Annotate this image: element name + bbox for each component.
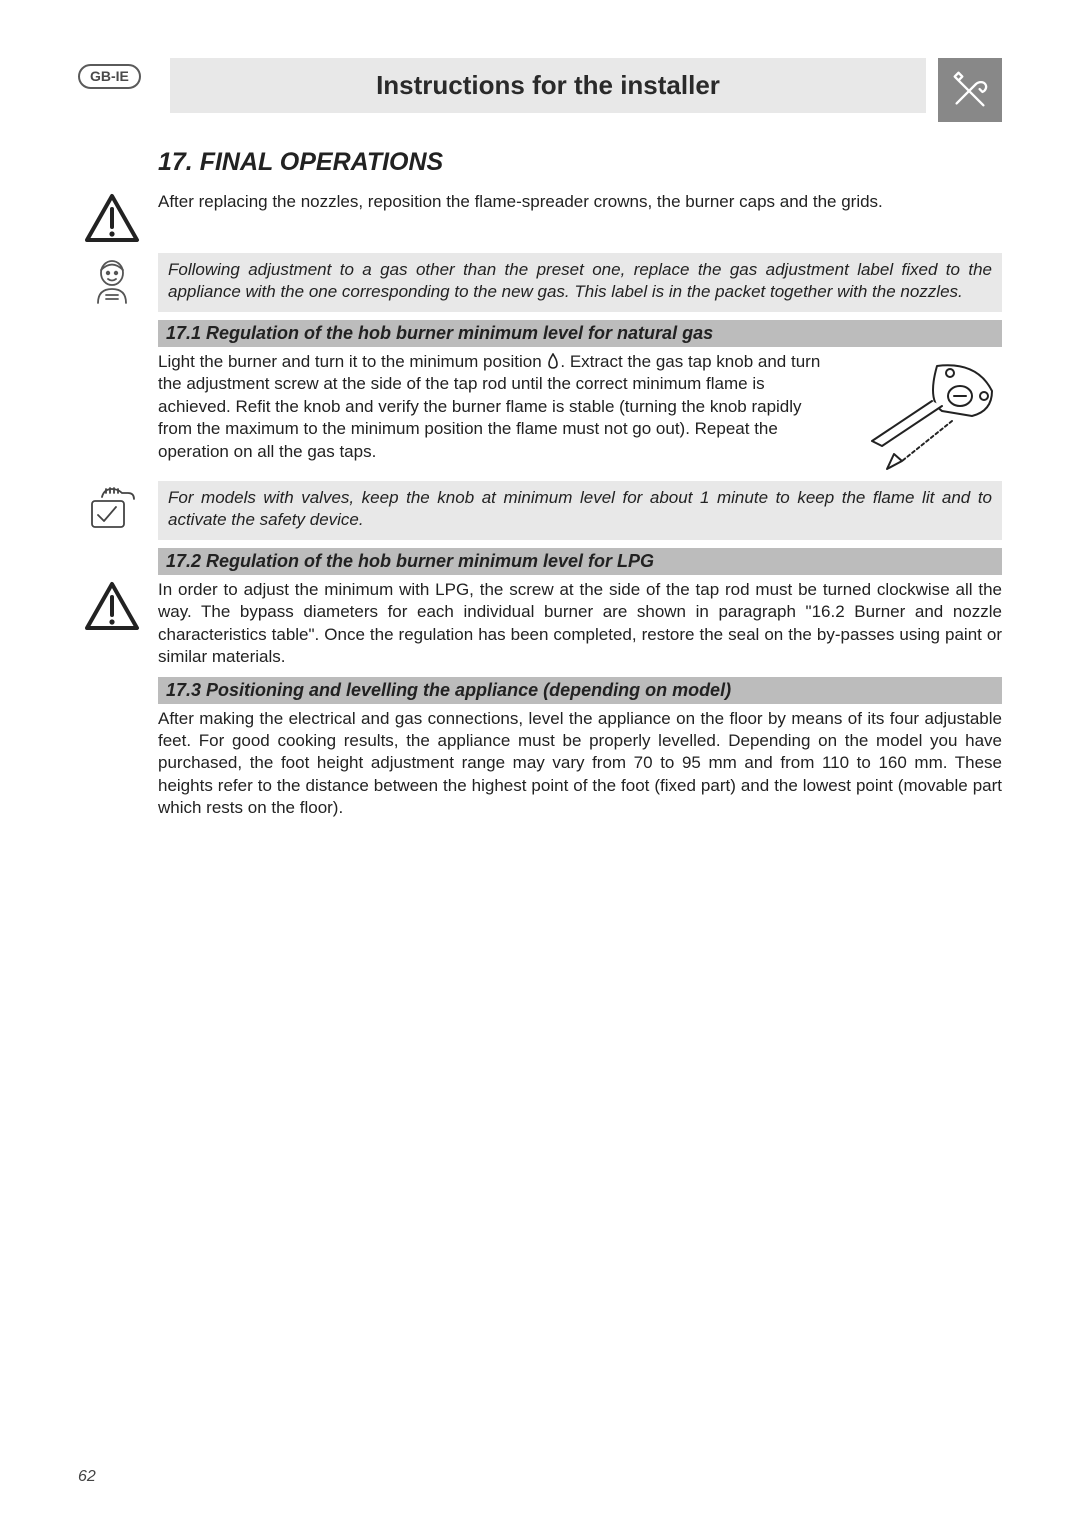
tools-icon <box>938 58 1002 122</box>
subheading-17-3: 17.3 Positioning and levelling the appli… <box>158 677 1002 704</box>
small-flame-icon <box>546 353 560 369</box>
installer-icon-col <box>78 253 146 307</box>
region-badge: GB-IE <box>78 64 141 89</box>
section-title: 17. FINAL OPERATIONS <box>158 148 1002 177</box>
checklist-hand-icon <box>84 483 140 535</box>
checklist-icon-col <box>78 481 146 535</box>
warning-row-17-2: In order to adjust the minimum with LPG,… <box>78 579 1002 669</box>
gas-label-note: Following adjustment to a gas other than… <box>158 253 1002 312</box>
installer-note-row: Following adjustment to a gas other than… <box>78 253 1002 312</box>
warning-triangle-icon <box>84 581 140 633</box>
gas-tap-diagram-icon <box>842 351 1002 471</box>
page-number: 62 <box>78 1468 96 1486</box>
para-17-2: In order to adjust the minimum with LPG,… <box>158 579 1002 669</box>
para-17-3: After making the electrical and gas conn… <box>158 708 1002 820</box>
warning-icon-col <box>78 191 146 245</box>
valves-note-row: For models with valves, keep the knob at… <box>78 481 1002 540</box>
subsection-17-1-body: Light the burner and turn it to the mini… <box>158 351 1002 471</box>
para-17-1-a: Light the burner and turn it to the mini… <box>158 352 546 371</box>
wrench-screwdriver-icon <box>947 67 993 113</box>
manual-page: GB-IE Instructions for the installer 17.… <box>0 0 1080 1528</box>
valves-note: For models with valves, keep the knob at… <box>158 481 1002 540</box>
subheading-17-1: 17.1 Regulation of the hob burner minimu… <box>158 320 1002 347</box>
para-17-1: Light the burner and turn it to the mini… <box>158 351 824 463</box>
page-header: GB-IE Instructions for the installer <box>78 58 1002 122</box>
region-badge-col: GB-IE <box>78 58 158 89</box>
nozzles-paragraph: After replacing the nozzles, reposition … <box>158 191 1002 213</box>
installer-person-icon <box>84 255 140 307</box>
warning-row-1: After replacing the nozzles, reposition … <box>78 191 1002 245</box>
warning-icon-col-2 <box>78 579 146 633</box>
warning-triangle-icon <box>84 193 140 245</box>
tap-adjustment-diagram <box>842 351 1002 471</box>
header-title-bar: Instructions for the installer <box>170 58 926 113</box>
subheading-17-2: 17.2 Regulation of the hob burner minimu… <box>158 548 1002 575</box>
